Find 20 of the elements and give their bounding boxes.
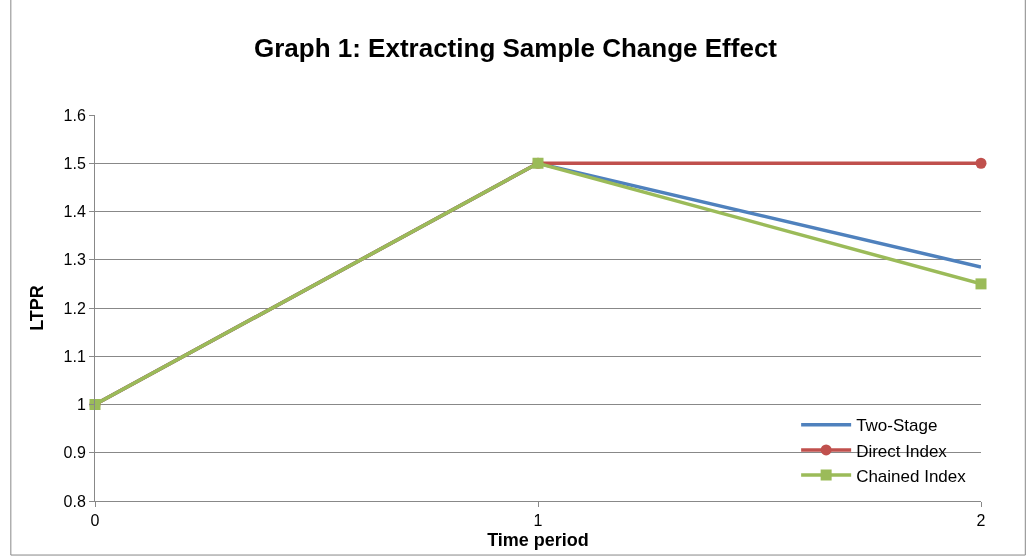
y-tick-label: 1.1 <box>63 347 86 365</box>
point <box>975 157 987 169</box>
legend-label: Chained Index <box>856 466 967 486</box>
y-tick-label: 1.5 <box>63 154 86 172</box>
x-tick-label: 1 <box>533 512 543 530</box>
y-tick-label: 0.9 <box>63 444 86 462</box>
legend-label: Direct Index <box>856 441 948 461</box>
y-tick-label: 1.2 <box>63 299 86 317</box>
y-tick-label: 0.8 <box>63 492 86 510</box>
y-tick-label: 1.4 <box>63 203 86 221</box>
x-tick-label: 2 <box>976 512 986 530</box>
chart-title: Graph 1: Extracting Sample Change Effect <box>253 33 778 64</box>
y-tick-label: 1 <box>76 396 86 414</box>
y-tick-label: 1.6 <box>63 106 86 124</box>
x-axis-title: Time period <box>487 530 589 551</box>
y-axis-title: LTPR <box>26 285 47 331</box>
point <box>975 278 987 290</box>
x-tick-label: 0 <box>90 512 100 530</box>
legend-label: Two-Stage <box>856 416 938 436</box>
y-tick-label: 1.3 <box>63 251 86 269</box>
